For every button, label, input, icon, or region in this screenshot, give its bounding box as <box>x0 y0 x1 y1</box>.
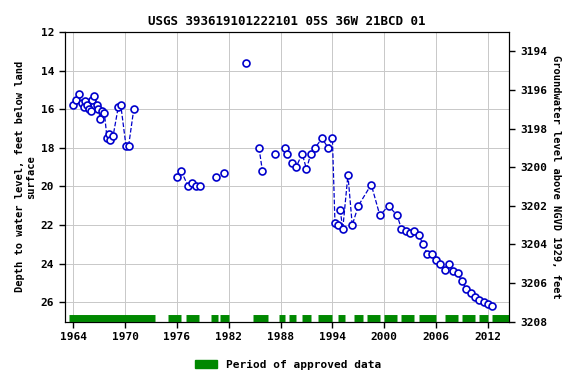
Y-axis label: Depth to water level, feet below land
surface: Depth to water level, feet below land su… <box>15 61 37 293</box>
Legend: Period of approved data: Period of approved data <box>191 356 385 375</box>
Y-axis label: Groundwater level above NGVD 1929, feet: Groundwater level above NGVD 1929, feet <box>551 55 561 299</box>
Title: USGS 393619101222101 05S 36W 21BCD 01: USGS 393619101222101 05S 36W 21BCD 01 <box>148 15 426 28</box>
